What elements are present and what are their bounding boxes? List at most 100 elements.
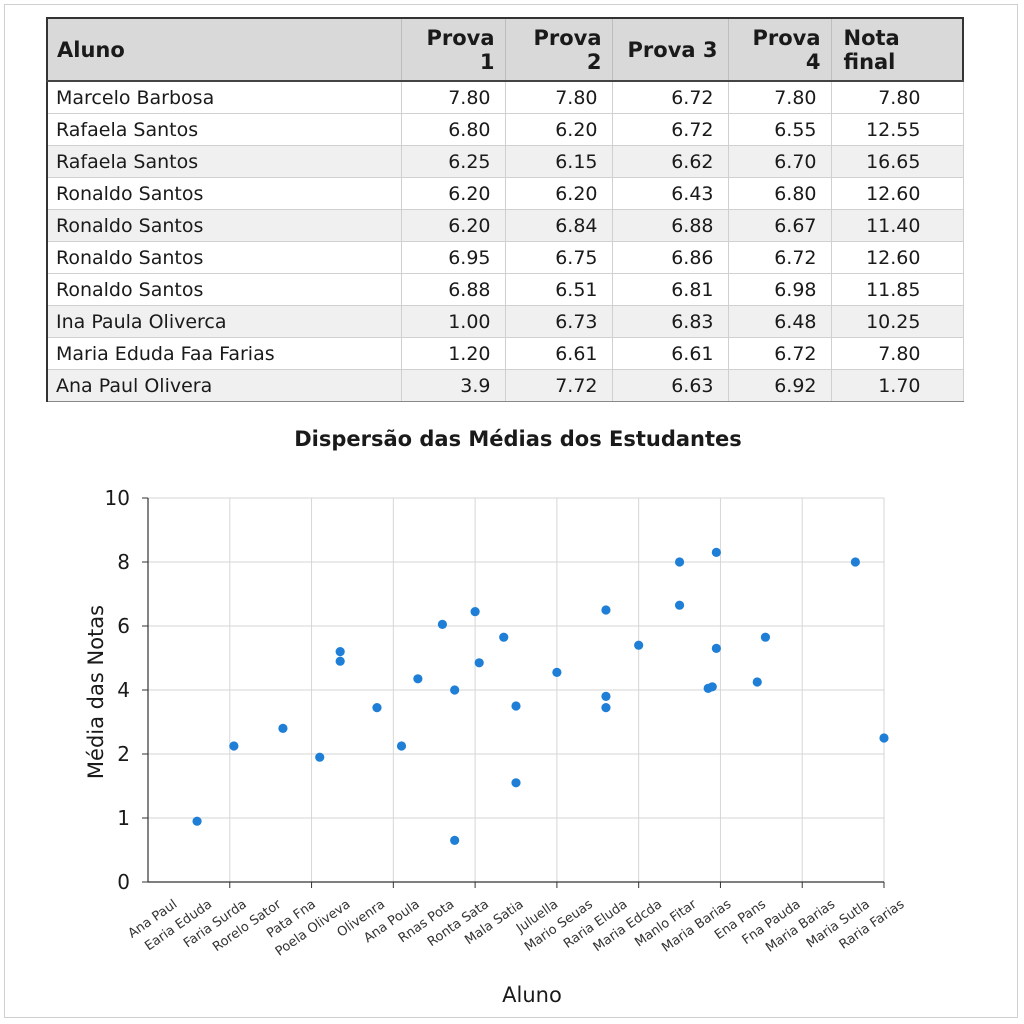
scatter-point: [499, 632, 509, 642]
y-tick-label: 0: [117, 870, 130, 894]
scatter-point: [470, 607, 480, 617]
table-row: Ina Paula Oliverca 1.00 6.73 6.83 6.48 1…: [46, 305, 964, 338]
cell-nota-final: 12.60: [831, 241, 964, 274]
scatter-point: [335, 647, 345, 657]
scatter-point: [601, 605, 611, 615]
cell-prova-1: 1.20: [401, 337, 506, 370]
column-header-prova-2: Prova 2: [505, 17, 613, 82]
cell-prova-3: 6.72: [612, 113, 729, 146]
y-tick-label: 4: [117, 678, 130, 702]
cell-nota-final: 12.60: [831, 177, 964, 210]
scatter-chart: Dispersão das Médias dos Estudantes 0 1 2 4…: [84, 427, 908, 1007]
cell-prova-4: 6.80: [728, 177, 832, 210]
cell-aluno: Ina Paula Oliverca: [46, 305, 402, 338]
cell-nota-final: 7.80: [831, 337, 964, 370]
cell-prova-1: 3.9: [401, 369, 506, 402]
cell-prova-3: 6.72: [612, 81, 729, 114]
cell-prova-2: 6.15: [505, 145, 613, 178]
table-row: Maria Eduda Faa Farias 1.20 6.61 6.61 6.…: [46, 337, 964, 370]
column-header-nota-final: Nota final: [831, 17, 964, 82]
cell-prova-1: 7.80: [401, 81, 506, 114]
cell-aluno: Ronaldo Santos: [46, 241, 402, 274]
cell-prova-4: 6.98: [728, 273, 832, 306]
cell-aluno: Rafaela Santos: [46, 145, 402, 178]
y-tick-labels: 0 1 2 4 6 8 10: [105, 486, 130, 894]
cell-prova-1: 6.20: [401, 177, 506, 210]
cell-prova-1: 6.95: [401, 241, 506, 274]
grid-lines: [148, 497, 885, 882]
scatter-point: [674, 600, 685, 610]
cell-prova-4: 6.72: [728, 337, 832, 370]
scatter-point: [752, 677, 762, 687]
scatter-point: [192, 816, 202, 826]
y-tick-label: 10: [105, 486, 130, 510]
cell-prova-4: 6.92: [728, 369, 832, 402]
y-tick-label: 6: [117, 614, 130, 638]
cell-prova-1: 1.00: [401, 305, 506, 338]
table-row: Rafaela Santos 6.25 6.15 6.62 6.70 16.65: [46, 145, 964, 178]
scatter-point: [396, 741, 407, 751]
scatter-point: [229, 741, 239, 751]
scatter-point: [413, 674, 423, 684]
x-axis-label: Aluno: [502, 983, 562, 1007]
cell-prova-3: 6.62: [612, 145, 729, 178]
cell-nota-final: 12.55: [831, 113, 964, 146]
scatter-point: [474, 658, 484, 668]
table-row: Ronaldo Santos 6.95 6.75 6.86 6.72 12.60: [46, 241, 964, 274]
cell-prova-4: 6.48: [728, 305, 832, 338]
cell-nota-final: 7.80: [831, 81, 964, 114]
scatter-point: [511, 778, 521, 788]
column-header-prova-3: Prova 3: [612, 17, 729, 82]
table-row: Ronaldo Santos 6.88 6.51 6.81 6.98 11.85: [46, 273, 964, 306]
cell-aluno: Ronaldo Santos: [46, 273, 402, 306]
y-tick-label: 2: [117, 742, 130, 766]
scatter-point: [760, 632, 771, 642]
cell-prova-2: 7.80: [505, 81, 613, 114]
cell-aluno: Ronaldo Santos: [46, 177, 402, 210]
cell-prova-3: 6.63: [612, 369, 729, 402]
scatter-point: [674, 557, 685, 567]
cell-prova-2: 6.75: [505, 241, 613, 274]
cell-prova-3: 6.81: [612, 273, 729, 306]
cell-aluno: Rafaela Santos: [46, 113, 402, 146]
table-row: Ronaldo Santos 6.20 6.84 6.88 6.67 11.40: [46, 209, 964, 242]
cell-aluno: Maria Eduda Faa Farias: [46, 337, 402, 370]
scatter-point: [450, 835, 460, 845]
cell-prova-4: 6.55: [728, 113, 832, 146]
cell-prova-2: 7.72: [505, 369, 613, 402]
y-axis-label: Média das Notas: [84, 605, 108, 779]
table-row: Ronaldo Santos 6.20 6.20 6.43 6.80 12.60: [46, 177, 964, 210]
cell-prova-4: 6.70: [728, 145, 832, 178]
chart-axes: [142, 497, 885, 888]
cell-aluno: Marcelo Barbosa: [46, 81, 402, 114]
cell-prova-3: 6.83: [612, 305, 729, 338]
cell-nota-final: 16.65: [831, 145, 964, 178]
cell-nota-final: 10.25: [831, 305, 964, 338]
cell-prova-3: 6.86: [612, 241, 729, 274]
scatter-point: [437, 619, 447, 629]
scatter-point: [278, 723, 288, 733]
cell-prova-2: 6.20: [505, 113, 613, 146]
y-tick-label: 1: [117, 806, 130, 830]
table-row: Rafaela Santos 6.80 6.20 6.72 6.55 12.55: [46, 113, 964, 146]
scatter-point: [315, 752, 325, 762]
column-header-aluno: Aluno: [46, 17, 402, 82]
scatter-point: [601, 703, 611, 713]
scatter-point: [335, 656, 345, 666]
scatter-point: [711, 643, 721, 653]
scatter-point: [552, 667, 562, 677]
cell-prova-2: 6.84: [505, 209, 613, 242]
table-header-row: Aluno Prova 1 Prova 2 Prova 3 Prova 4 No…: [46, 17, 964, 82]
cell-prova-3: 6.43: [612, 177, 729, 210]
cell-prova-1: 6.88: [401, 273, 506, 306]
cell-aluno: Ronaldo Santos: [46, 209, 402, 242]
table-row: Marcelo Barbosa 7.80 7.80 6.72 7.80 7.80: [46, 81, 964, 114]
cell-prova-1: 6.25: [401, 145, 506, 178]
cell-prova-2: 6.61: [505, 337, 613, 370]
cell-prova-3: 6.88: [612, 209, 729, 242]
column-header-prova-4: Prova 4: [728, 17, 832, 82]
chart-title: Dispersão das Médias dos Estudantes: [294, 427, 742, 451]
table-row: Ana Paul Olivera 3.9 7.72 6.63 6.92 1.70: [46, 369, 964, 402]
cell-prova-2: 6.73: [505, 305, 613, 338]
